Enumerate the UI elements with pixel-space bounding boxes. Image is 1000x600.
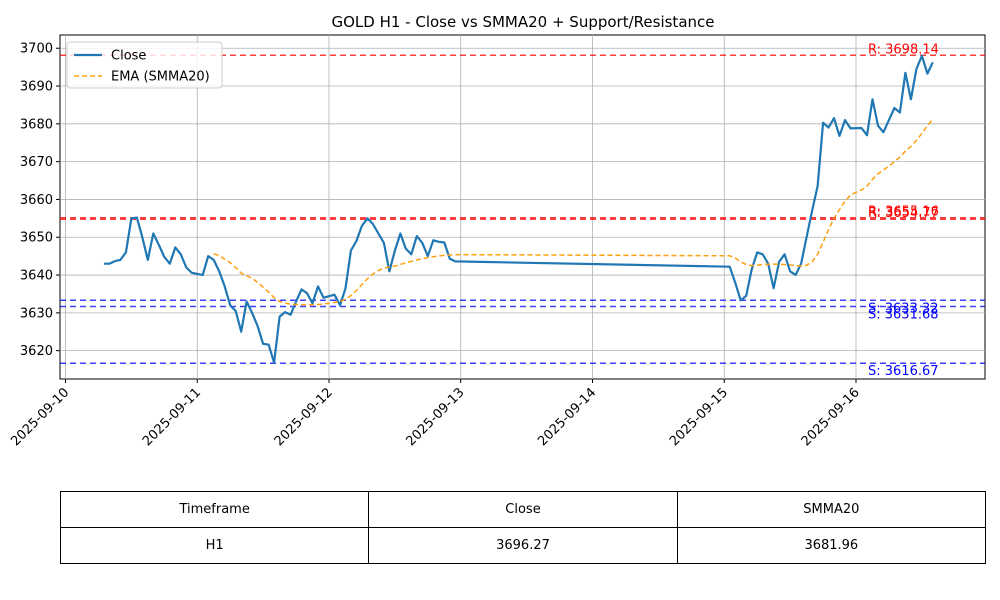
legend-label: Close	[111, 49, 146, 64]
table-cell-close: 3696.27	[368, 527, 678, 564]
table-header-smma20: SMMA20	[676, 491, 987, 528]
y-tick-label: 3700	[20, 42, 53, 57]
resistance-label: R: 3698.14	[868, 42, 939, 57]
x-tick-label: 2025-09-10	[8, 385, 72, 449]
table-header-row: Timeframe Close SMMA20	[59, 491, 987, 528]
y-tick-label: 3690	[20, 80, 53, 95]
x-axis: 2025-09-10 2025-09-11 2025-09-12 2025-09-13…	[8, 379, 863, 449]
x-tick-label: 2025-09-14	[535, 385, 599, 449]
x-tick-label: 2025-09-13	[404, 385, 468, 449]
summary-table: Timeframe Close SMMA20 H1 3696.27 3681.9…	[59, 491, 987, 564]
grid	[60, 35, 985, 379]
y-tick-label: 3650	[20, 231, 53, 246]
legend: Close EMA (SMMA20)	[66, 41, 223, 89]
plot-frame	[59, 34, 986, 380]
support-resistance-levels: R: 3698.14 R: 3655.16R: 3654.77 S: 3633.32…	[60, 42, 985, 379]
support-label: S: 3616.67	[868, 364, 939, 379]
resistance-label: R: 3654.77	[868, 206, 939, 221]
x-tick-label: 2025-09-15	[667, 385, 731, 449]
table-header-timeframe: Timeframe	[59, 491, 370, 528]
table-header-close: Close	[368, 491, 678, 528]
y-tick-label: 3630	[20, 306, 53, 321]
table-cell-smma20: 3681.96	[676, 527, 987, 564]
chart: GOLD H1 - Close vs SMMA20 + Support/Resi…	[8, 13, 986, 449]
y-tick-label: 3640	[20, 269, 53, 284]
series-line-smma20	[213, 118, 934, 306]
y-tick-label: 3680	[20, 117, 53, 132]
support-label: S: 3633.32	[868, 301, 939, 316]
series-lines	[103, 54, 934, 364]
x-tick-label: 2025-09-16	[799, 385, 863, 449]
series-line-close	[103, 54, 934, 364]
table-cell-timeframe: H1	[59, 527, 370, 564]
y-tick-label: 3620	[20, 344, 53, 359]
legend-label: EMA (SMMA20)	[111, 70, 210, 85]
x-tick-label: 2025-09-11	[140, 385, 204, 449]
resistance-label: R: 3655.16	[868, 205, 939, 220]
legend-box	[66, 41, 223, 89]
table-row: H1 3696.27 3681.96	[59, 527, 987, 564]
y-tick-label: 3660	[20, 193, 53, 208]
y-tick-label: 3670	[20, 155, 53, 170]
chart-title: GOLD H1 - Close vs SMMA20 + Support/Resi…	[331, 13, 714, 31]
x-tick-label: 2025-09-12	[272, 385, 336, 449]
support-label: S: 3631.68	[868, 307, 939, 322]
y-axis: 3620 3630 3640 3650 3660 3670 3680 3690 3700	[20, 42, 60, 359]
